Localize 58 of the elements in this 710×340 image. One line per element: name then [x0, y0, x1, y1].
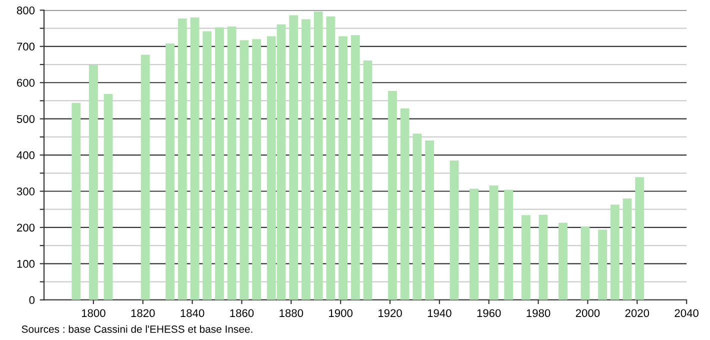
bar [610, 204, 620, 300]
bar [314, 12, 323, 300]
bar [104, 94, 113, 300]
x-tick-label: 1980 [526, 309, 550, 318]
bar [252, 39, 262, 300]
bar [580, 226, 590, 300]
bar [140, 54, 150, 300]
bar [289, 15, 298, 300]
x-tick-label: 2000 [576, 309, 600, 318]
bar [363, 60, 372, 300]
bar [470, 188, 478, 300]
bar [190, 17, 200, 300]
source-note: Sources : base Cassini de l'EHESS et base Insee. [22, 325, 252, 333]
bar [538, 214, 548, 300]
bar [412, 134, 422, 300]
x-tick-label: 1880 [280, 309, 304, 318]
y-tick-label: 300 [16, 188, 35, 196]
x-tick-label: 1900 [329, 309, 353, 318]
bar [388, 90, 397, 300]
x-tick-label: 1920 [378, 309, 402, 318]
bar [504, 190, 514, 300]
y-tick-label: 200 [17, 224, 35, 232]
y-tick-label: 600 [17, 78, 35, 87]
bar [521, 215, 530, 300]
bar [89, 64, 98, 300]
bar [240, 40, 249, 300]
bar [425, 140, 434, 300]
y-tick-label: 800 [16, 6, 35, 14]
x-tick-label: 1960 [477, 309, 501, 318]
bar [558, 222, 568, 300]
bar [635, 177, 644, 300]
x-tick-label: 1940 [428, 309, 452, 318]
bar [302, 19, 310, 300]
x-tick-label: 1800 [82, 309, 106, 318]
x-tick-label: 2020 [625, 309, 650, 318]
bar [400, 108, 410, 300]
bar [450, 160, 459, 300]
bar [326, 16, 336, 300]
bar [178, 18, 187, 300]
bar [622, 198, 632, 300]
bar [202, 31, 212, 300]
y-tick-label: 500 [16, 115, 35, 123]
x-tick-label: 1820 [131, 309, 155, 318]
y-tick-label: 700 [17, 42, 35, 51]
bar [338, 36, 348, 300]
bar [350, 35, 360, 300]
x-tick-label: 1840 [180, 309, 204, 318]
y-tick-label: 100 [17, 260, 35, 268]
bar [215, 27, 224, 300]
bar [166, 44, 175, 300]
bar [227, 26, 236, 300]
bar [489, 185, 498, 300]
y-tick-label: 0 [29, 296, 35, 304]
x-tick-label: 1860 [230, 309, 254, 318]
y-tick-label: 400 [16, 151, 35, 160]
bar [72, 102, 81, 300]
x-tick-label: 2040 [674, 309, 698, 318]
bar [598, 230, 607, 300]
